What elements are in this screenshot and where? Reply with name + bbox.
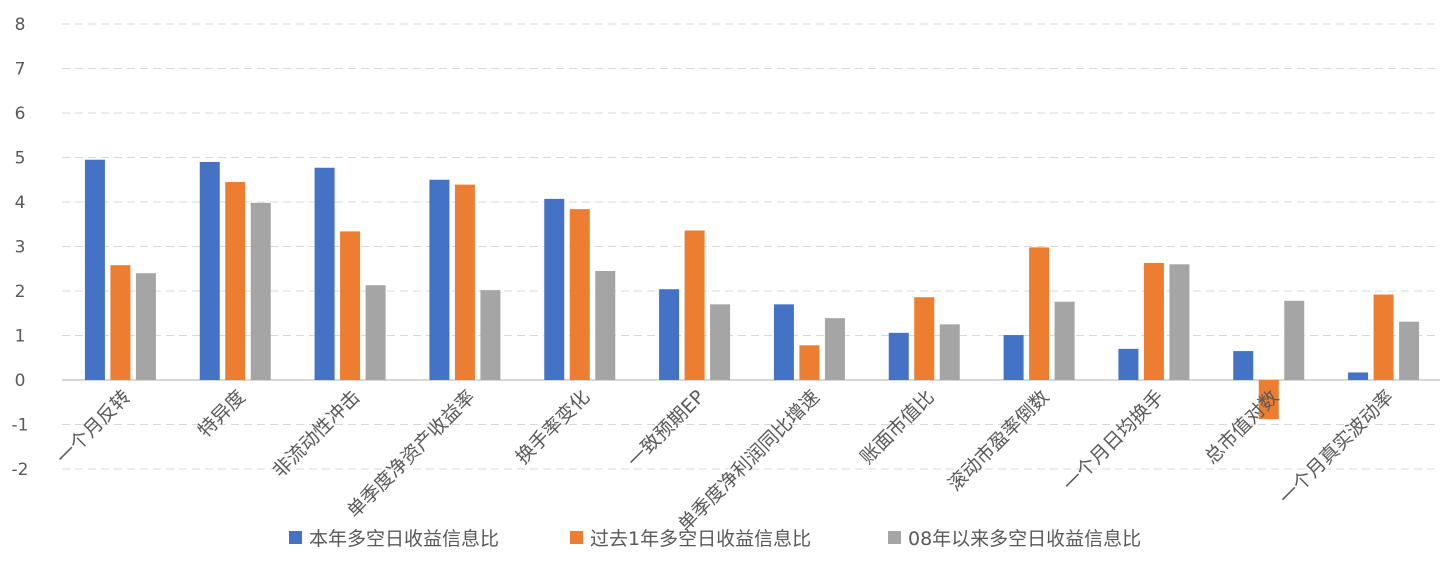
- category-label: 一致预期EP: [623, 386, 709, 472]
- category-label: 一个月日均换手: [1059, 386, 1169, 496]
- bar: [314, 167, 335, 380]
- y-tick-label: 0: [15, 371, 26, 391]
- bar: [659, 289, 680, 380]
- bar: [799, 345, 820, 380]
- y-tick-label: 1: [15, 327, 26, 347]
- bar: [914, 297, 935, 380]
- bar: [454, 184, 475, 380]
- bar: [824, 318, 845, 380]
- category-label: 总市值对数: [1201, 386, 1284, 469]
- bar: [365, 285, 386, 380]
- bar: [544, 198, 565, 380]
- bars: [84, 159, 1420, 420]
- y-tick-label: 3: [15, 238, 26, 258]
- bar: [1143, 262, 1164, 380]
- bar: [250, 202, 271, 380]
- bar: [773, 304, 794, 380]
- bar: [1233, 351, 1254, 380]
- y-tick-label: 7: [15, 60, 26, 80]
- legend: 本年多空日收益信息比 过去1年多空日收益信息比 08年以来多空日收益信息比: [289, 528, 1141, 550]
- legend-swatch: [289, 531, 302, 544]
- category-label: 一个月真实波动率: [1275, 386, 1398, 509]
- category-label: 非流动性冲击: [268, 386, 364, 482]
- bar: [340, 231, 361, 380]
- gridlines: [62, 23, 1440, 470]
- y-tick-label: 2: [15, 282, 26, 302]
- category-label: 单季度净资产收益率: [343, 386, 479, 522]
- bar: [1348, 372, 1369, 380]
- bar: [1284, 300, 1305, 380]
- bar: [1118, 348, 1139, 380]
- bar: [684, 230, 705, 380]
- category-label: 账面市值比: [856, 386, 939, 469]
- bar: [110, 265, 131, 380]
- y-axis-ticks: -2 -1 0 1 2 3 4 5 6 7 8: [12, 15, 29, 480]
- legend-label: 过去1年多空日收益信息比: [590, 528, 811, 550]
- category-label: 特异度: [194, 386, 250, 442]
- category-label: 一个月反转: [52, 386, 135, 469]
- bar: [1258, 380, 1279, 420]
- bar: [939, 324, 960, 380]
- y-tick-label: 8: [15, 15, 26, 35]
- bar: [1003, 335, 1024, 380]
- y-tick-label: 5: [15, 149, 26, 169]
- bar: [480, 290, 501, 380]
- bar: [1399, 321, 1420, 380]
- legend-label: 08年以来多空日收益信息比: [908, 528, 1141, 550]
- legend-label: 本年多空日收益信息比: [309, 528, 499, 550]
- legend-swatch: [570, 531, 583, 544]
- y-tick-label: 6: [15, 104, 26, 124]
- bar: [1054, 301, 1075, 380]
- bar: [595, 270, 616, 380]
- bar: [135, 273, 156, 380]
- bar: [429, 179, 450, 380]
- bar: [1029, 247, 1050, 380]
- bar: [84, 159, 105, 380]
- bar: [710, 304, 731, 380]
- bar: [1169, 264, 1190, 380]
- bar: [569, 209, 590, 380]
- y-tick-label: -2: [12, 460, 29, 480]
- y-tick-label: -1: [12, 416, 29, 436]
- category-label: 换手率变化: [512, 386, 595, 469]
- bar: [225, 181, 246, 380]
- legend-swatch: [888, 531, 901, 544]
- bar: [888, 332, 909, 380]
- y-tick-label: 4: [15, 193, 26, 213]
- bar: [199, 161, 220, 380]
- category-label: 滚动市盈率倒数: [944, 386, 1054, 496]
- bar: [1373, 294, 1394, 380]
